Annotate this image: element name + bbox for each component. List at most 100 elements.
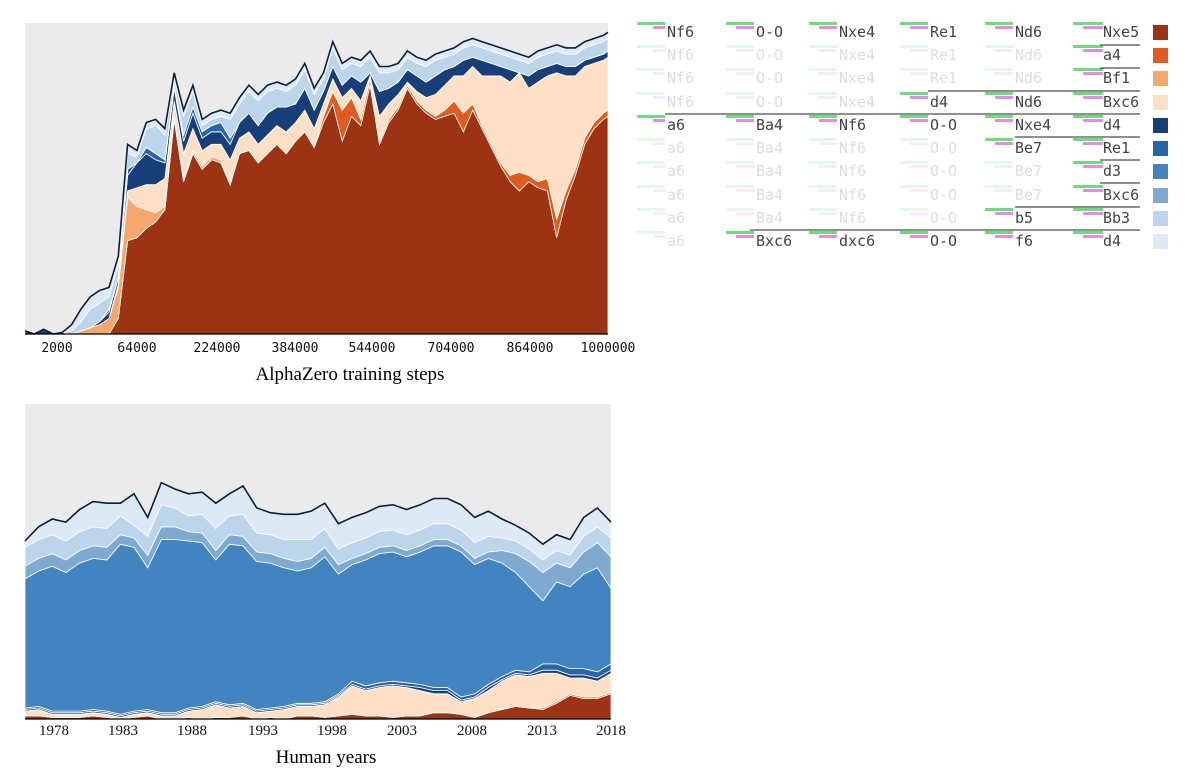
black-bar xyxy=(910,26,928,29)
human-years-chart: 1978 1983 1988 1993 1998 2003 2008 2013 2018 xyxy=(24,404,626,739)
legend-cell-r9-c2: dxc6 xyxy=(809,231,875,250)
white-bar xyxy=(726,45,754,48)
legend-swatch-8 xyxy=(1153,211,1168,226)
black-bar xyxy=(1083,235,1103,238)
legend-move-label: Nxe4 xyxy=(839,69,875,87)
white-bar xyxy=(726,115,754,118)
black-bar xyxy=(653,235,665,238)
white-bar xyxy=(726,231,754,234)
top-x-axis-label: AlphaZero training steps xyxy=(256,364,445,385)
legend-move-label: f6 xyxy=(1015,232,1033,250)
legend-cell-r6-c5: d3 xyxy=(1073,161,1121,180)
white-bar xyxy=(809,185,837,188)
black-bar xyxy=(736,212,754,215)
black-bar xyxy=(653,212,665,215)
black-bar xyxy=(736,49,754,52)
black-bar xyxy=(910,96,928,99)
legend-swatch-5 xyxy=(1153,141,1168,156)
legend-move-label: a6 xyxy=(667,116,685,134)
black-bar xyxy=(995,96,1013,99)
white-bar xyxy=(985,231,1013,234)
legend-move-label: Nf6 xyxy=(839,186,866,204)
black-bar xyxy=(653,26,665,29)
white-bar xyxy=(809,231,837,234)
black-bar xyxy=(653,189,665,192)
white-bar xyxy=(637,45,665,48)
legend-swatch-6 xyxy=(1153,164,1168,179)
legend-move-label: a6 xyxy=(667,186,685,204)
legend-cell-r1-c0: Nf6 xyxy=(637,45,694,64)
white-bar xyxy=(809,115,837,118)
black-bar xyxy=(995,235,1013,238)
legend-move-label: Be7 xyxy=(1015,139,1042,157)
black-bar xyxy=(736,165,754,168)
white-bar xyxy=(985,208,1013,211)
legend-move-label: Re1 xyxy=(1103,139,1130,157)
bottom-x-tick-4: 1998 xyxy=(317,723,347,739)
legend-move-label: dxc6 xyxy=(839,232,875,250)
white-bar xyxy=(637,185,665,188)
legend-move-label: Re1 xyxy=(930,23,957,41)
legend-swatch-1 xyxy=(1153,48,1168,63)
legend-move-label: Ba4 xyxy=(756,186,783,204)
black-bar xyxy=(995,189,1013,192)
legend-move-label: a6 xyxy=(667,162,685,180)
legend-cell-r4-c2: Nf6 xyxy=(809,115,866,134)
black-bar xyxy=(819,189,837,192)
black-bar xyxy=(819,165,837,168)
white-bar xyxy=(726,138,754,141)
legend-cell-r6-c2: Nf6 xyxy=(809,161,866,180)
white-bar xyxy=(900,231,928,234)
black-bar xyxy=(819,119,837,122)
legend-cell-r5-c5: Re1 xyxy=(1073,138,1130,157)
black-bar xyxy=(736,189,754,192)
legend-move-label: d4 xyxy=(930,93,948,111)
legend-move-label: b5 xyxy=(1015,209,1033,227)
legend-move-label: Nxe4 xyxy=(839,46,875,64)
legend-cell-r8-c4: b5 xyxy=(985,208,1033,227)
black-bar xyxy=(1083,142,1103,145)
black-bar xyxy=(910,72,928,75)
white-bar xyxy=(726,22,754,25)
legend-move-label: Ba4 xyxy=(756,116,783,134)
legend-swatch-7 xyxy=(1153,188,1168,203)
legend-move-label: Nf6 xyxy=(839,209,866,227)
legend-move-label: O-O xyxy=(756,93,783,111)
white-bar xyxy=(900,138,928,141)
legend-cell-r2-c0: Nf6 xyxy=(637,68,694,87)
legend-cell-r3-c0: Nf6 xyxy=(637,92,694,111)
white-bar xyxy=(637,161,665,164)
legend-move-label: Bf1 xyxy=(1103,69,1130,87)
legend-cell-r4-c5: d4 xyxy=(1073,115,1121,134)
black-bar xyxy=(1083,49,1103,52)
legend-swatch-3 xyxy=(1153,95,1168,110)
top-x-tick-4: 544000 xyxy=(349,341,396,356)
white-bar xyxy=(637,68,665,71)
legend-cell-r9-c5: d4 xyxy=(1073,231,1121,250)
legend-cell-r3-c4: Nd6 xyxy=(985,92,1042,111)
white-bar xyxy=(726,161,754,164)
legend-cell-r4-c4: Nxe4 xyxy=(985,115,1051,134)
black-bar xyxy=(653,119,665,122)
white-bar xyxy=(900,185,928,188)
legend-swatch-2 xyxy=(1153,71,1168,86)
black-bar xyxy=(736,26,754,29)
white-bar xyxy=(985,45,1013,48)
black-bar xyxy=(653,72,665,75)
legend-cell-r3-c5: Bxc6 xyxy=(1073,92,1139,111)
white-bar xyxy=(809,138,837,141)
black-bar xyxy=(1083,119,1103,122)
legend-move-label: a6 xyxy=(667,139,685,157)
legend-cell-r0-c5: Nxe5 xyxy=(1073,22,1139,41)
legend-cell-r1-c4: Nd6 xyxy=(985,45,1042,64)
legend-cell-r1-c3: Re1 xyxy=(900,45,957,64)
black-bar xyxy=(995,212,1013,215)
black-bar xyxy=(995,72,1013,75)
bottom-x-tick-7: 2013 xyxy=(527,723,557,739)
legend-move-label: Nf6 xyxy=(667,46,694,64)
white-bar xyxy=(637,92,665,95)
black-bar xyxy=(1083,26,1103,29)
white-bar xyxy=(900,22,928,25)
legend-cell-r8-c1: Ba4 xyxy=(726,208,783,227)
